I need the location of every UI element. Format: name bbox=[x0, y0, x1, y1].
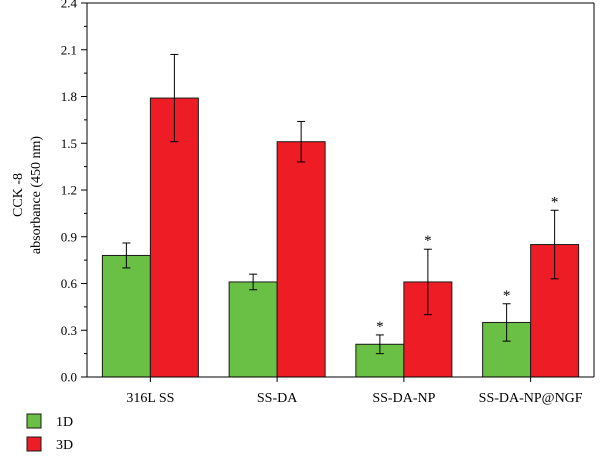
y-tick-label: 0.3 bbox=[61, 323, 77, 338]
x-category-label: SS-DA-NP@NGF bbox=[479, 391, 583, 406]
significance-marker: * bbox=[551, 194, 559, 210]
significance-marker: * bbox=[424, 233, 432, 249]
legend-label-3d: 3D bbox=[56, 438, 73, 453]
bar-3d-2 bbox=[276, 141, 326, 378]
legend-label-1d: 1D bbox=[56, 415, 73, 430]
y-tick-label: 0.0 bbox=[61, 370, 77, 385]
x-category-label: SS-DA-NP bbox=[372, 391, 435, 406]
significance-marker: * bbox=[376, 319, 384, 335]
y-tick-label: 1.2 bbox=[61, 183, 77, 198]
y-axis-label-line-1: CCK -8 bbox=[11, 173, 26, 217]
significance-marker: * bbox=[503, 288, 511, 304]
y-axis-label: CCK -8 absorbance (450 nm) bbox=[11, 136, 44, 255]
x-category-label: 316L SS bbox=[126, 391, 174, 406]
y-axis-label-line-2: absorbance (450 nm) bbox=[29, 136, 44, 255]
x-category-label: SS-DA bbox=[257, 391, 298, 406]
y-tick-label: 2.4 bbox=[61, 0, 78, 11]
y-tick-label: 0.9 bbox=[61, 229, 77, 244]
bar-1d-1 bbox=[101, 254, 151, 378]
y-tick-label: 2.1 bbox=[61, 42, 77, 57]
legend-swatch-1d bbox=[26, 413, 42, 429]
bar-1d-2 bbox=[228, 281, 278, 378]
y-tick-label: 1.5 bbox=[61, 136, 77, 151]
legend: 1D 3D bbox=[26, 413, 73, 453]
y-tick-label: 0.6 bbox=[61, 276, 78, 291]
y-tick-label: 1.8 bbox=[61, 89, 77, 104]
legend-swatch-3d bbox=[26, 436, 42, 452]
